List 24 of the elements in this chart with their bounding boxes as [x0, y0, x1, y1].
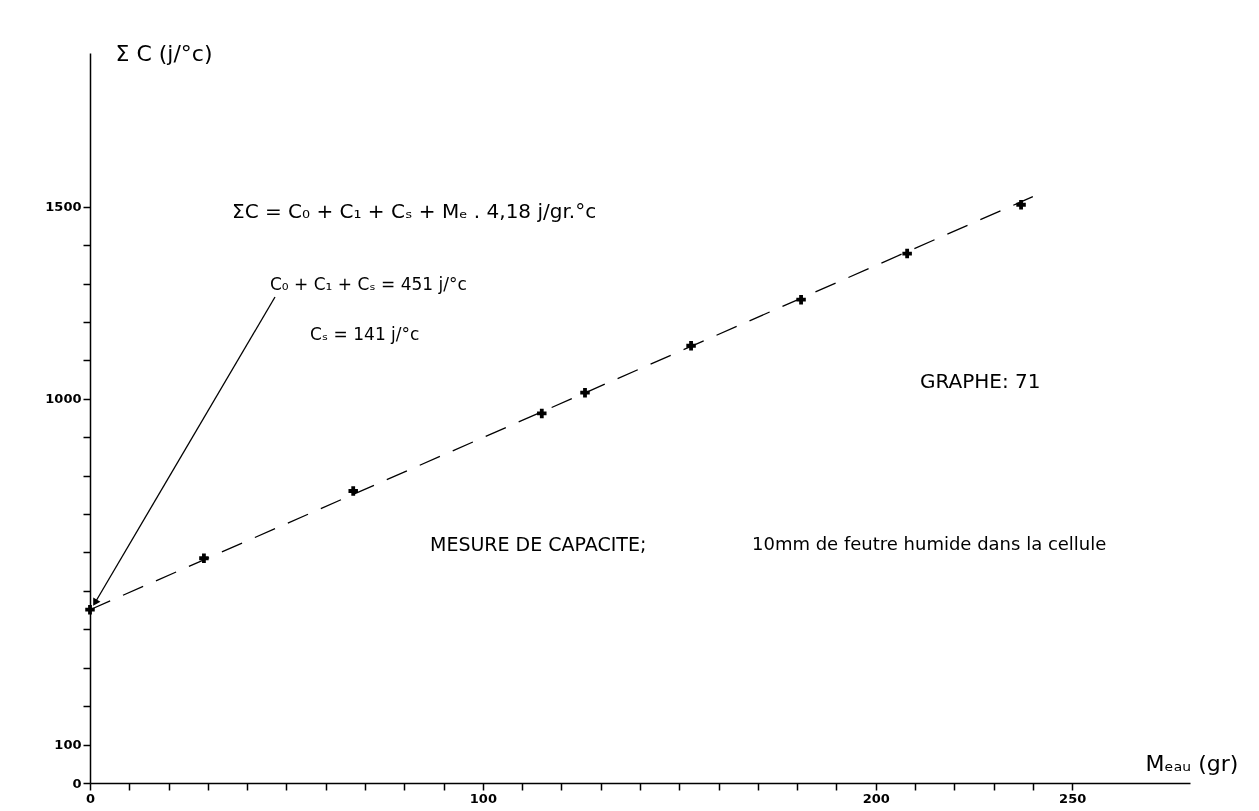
y-tick-label: 1000 [45, 391, 82, 407]
x-tick-label: 250 [1059, 790, 1087, 806]
x-tick-label: 100 [469, 790, 497, 806]
annotation: C₀ + C₁ + Cₛ = 451 j/°c [270, 274, 467, 294]
x-tick-label: 0 [85, 790, 96, 806]
point [580, 387, 590, 398]
annotation: 10mm de feutre humide dans la cellule [752, 533, 1107, 554]
point [537, 408, 547, 419]
y-tick-label: 100 [54, 737, 82, 753]
annotation: MESURE DE CAPACITE; [430, 533, 647, 555]
annotation: Cₛ = 141 j/°c [310, 324, 420, 344]
point [199, 553, 209, 563]
y-axis-title: Σ C (j/°c) [115, 40, 213, 66]
annotation: GRAPHE: 71 [920, 369, 1041, 393]
x-tick-label: 200 [862, 790, 890, 806]
point [902, 248, 912, 259]
point [686, 341, 696, 351]
point [85, 604, 95, 615]
y-tick-label: 0 [72, 775, 82, 791]
x-axis-title: Mₑₐᵤ (gr) [1145, 750, 1239, 776]
point [1016, 200, 1026, 210]
y-tick-label: 1500 [45, 199, 82, 215]
point [348, 486, 358, 496]
annotation: ΣC = C₀ + C₁ + Cₛ + Mₑ . 4,18 j/gr.°c [232, 199, 597, 223]
